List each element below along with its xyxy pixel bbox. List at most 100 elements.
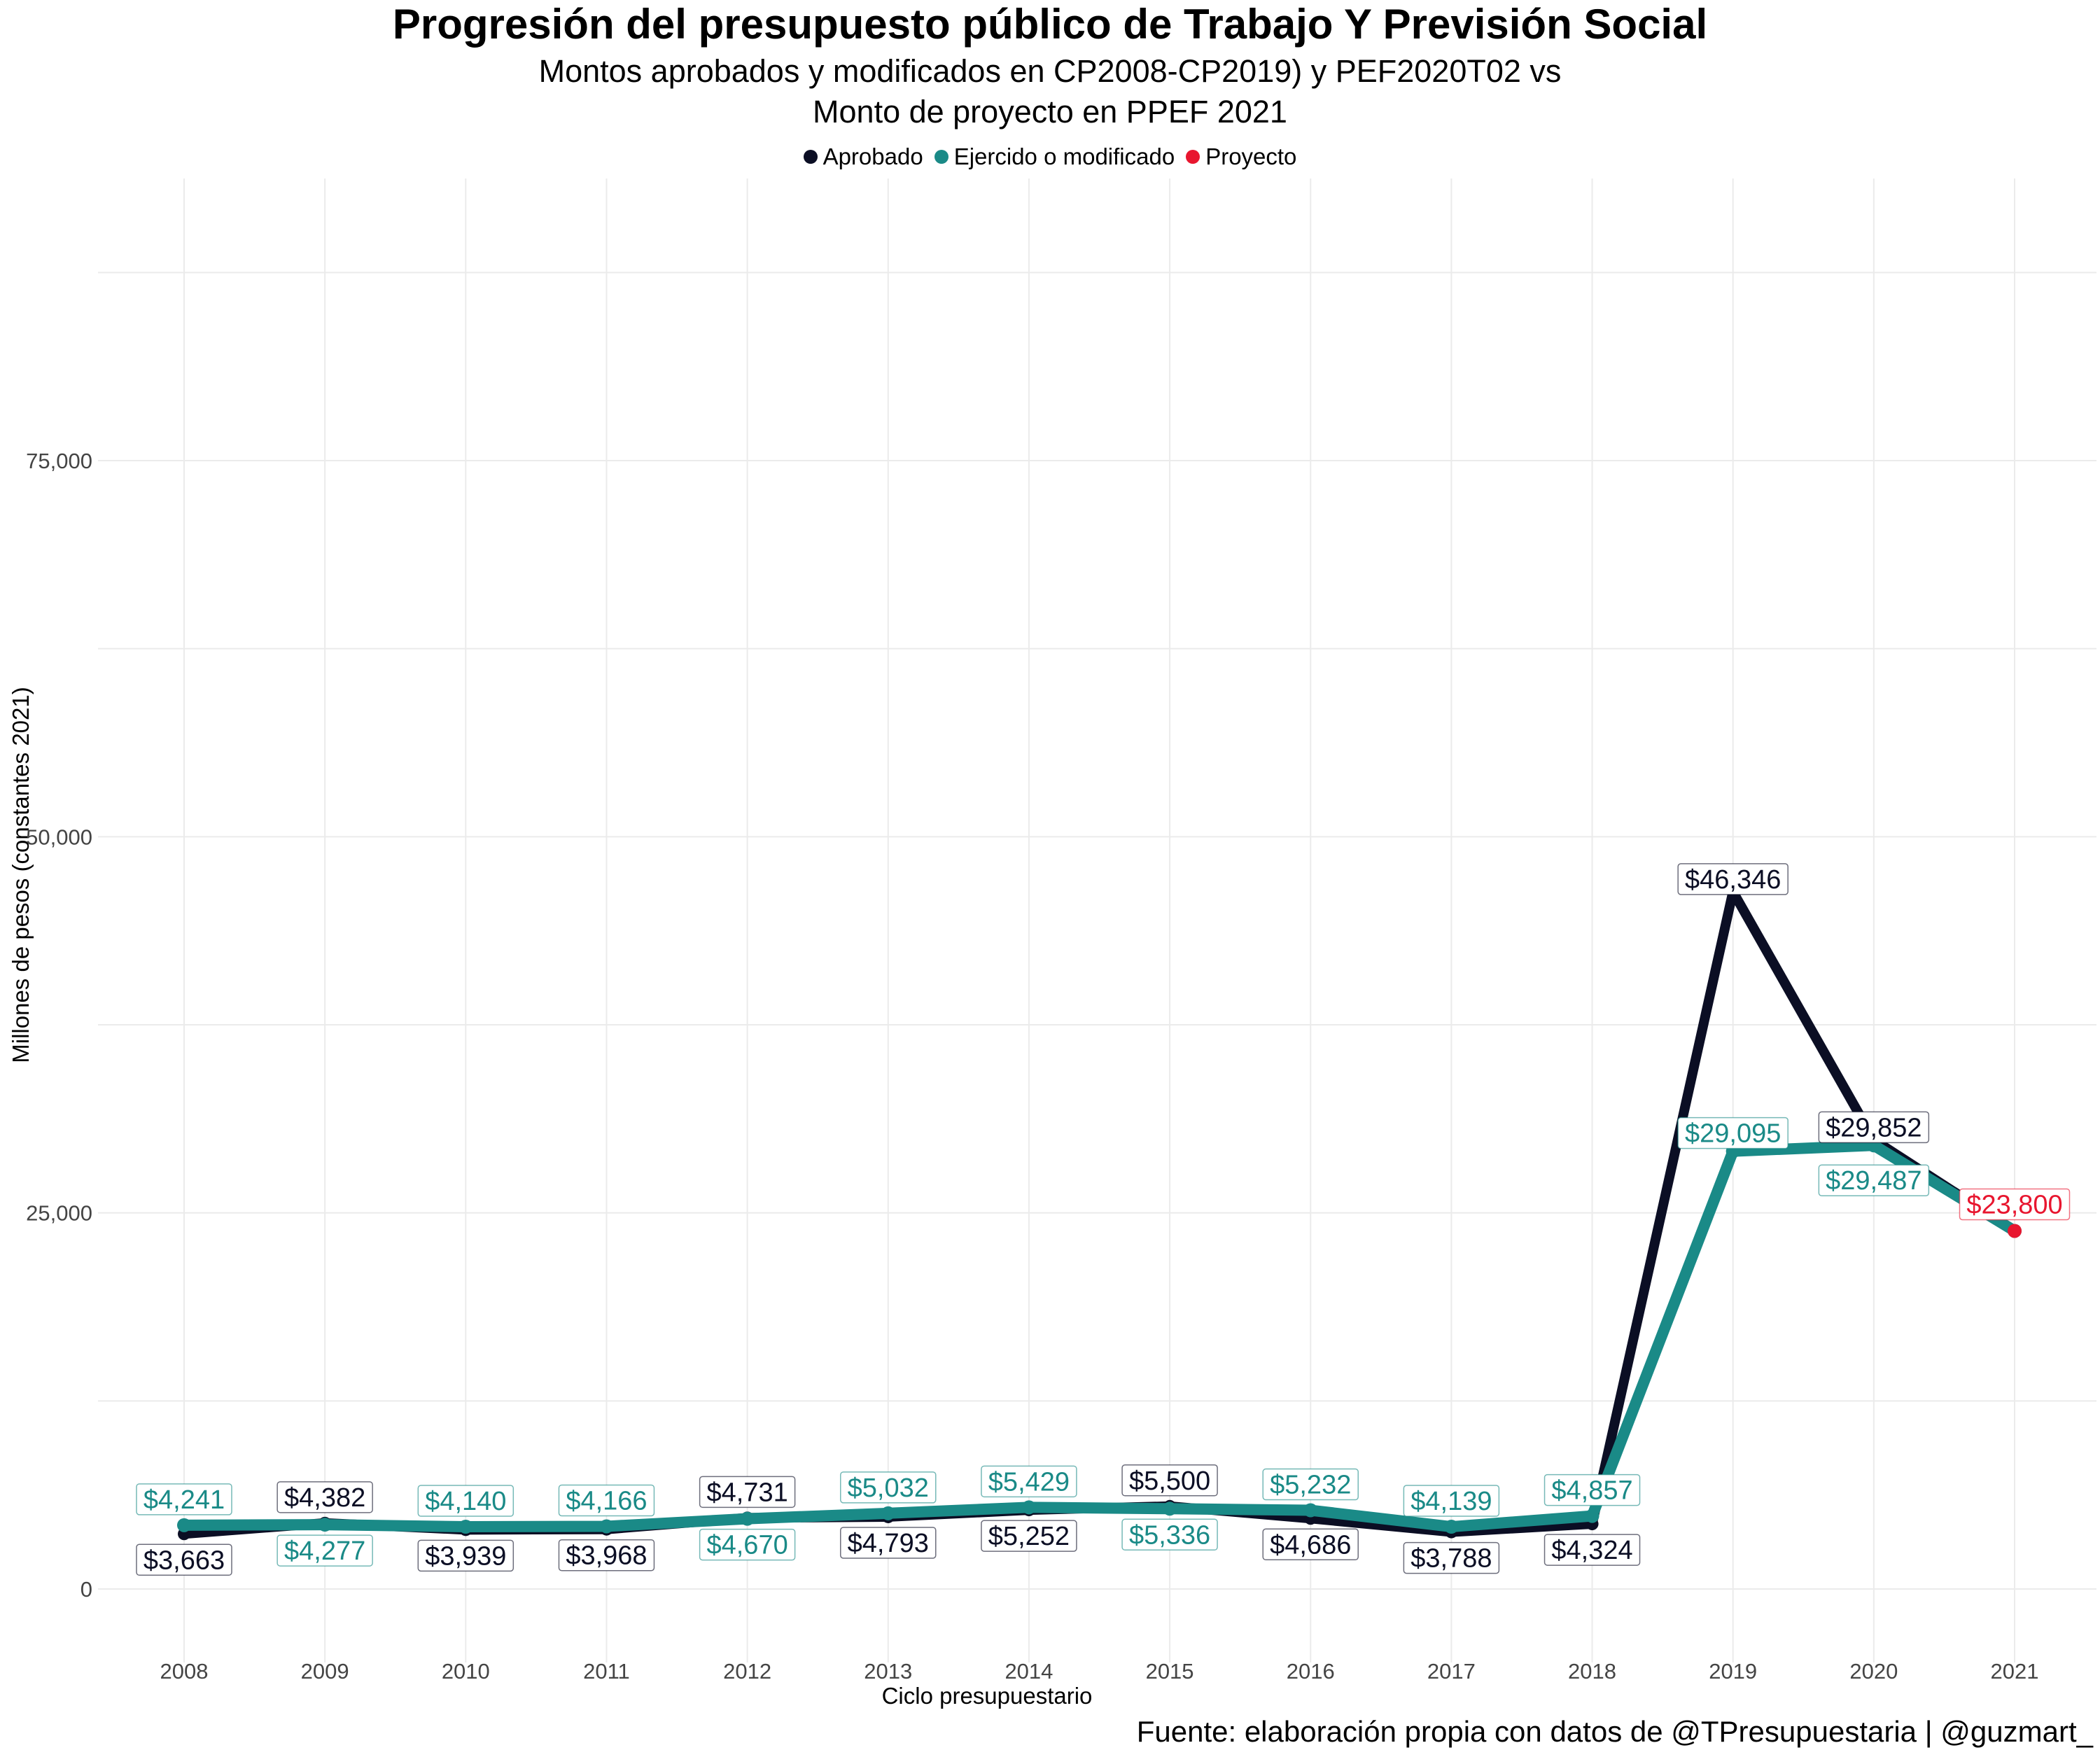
data-label-ejercido-text: $4,277 <box>284 1536 365 1566</box>
data-label-aprobado-box <box>699 1476 796 1508</box>
data-label-ejercido-text: $29,095 <box>1685 1119 1781 1149</box>
data-label-aprobado: $3,968 <box>558 1539 655 1572</box>
data-label-aprobado: $5,500 <box>1121 1464 1218 1497</box>
data-label-aprobado: $3,788 <box>1403 1541 1500 1574</box>
data-label-aprobado-text: $3,968 <box>566 1541 647 1571</box>
data-label-aprobado: $29,852 <box>1818 1111 1930 1144</box>
data-label-ejercido: $4,140 <box>417 1485 514 1517</box>
data-label-aprobado-box <box>1121 1464 1218 1497</box>
data-label-aprobado: $3,663 <box>136 1544 232 1576</box>
series-point-1 <box>599 1519 614 1534</box>
data-label-ejercido: $5,336 <box>1121 1518 1218 1551</box>
x-tick-label: 2011 <box>583 1659 630 1684</box>
x-tick-label: 2017 <box>1427 1659 1476 1684</box>
data-label-aprobado-box <box>276 1481 373 1513</box>
data-label-aprobado: $4,731 <box>699 1476 796 1508</box>
y-tick-label: 0 <box>80 1577 92 1602</box>
data-label-aprobado-box <box>1262 1528 1359 1561</box>
data-label-aprobado-box <box>417 1539 514 1572</box>
data-label-aprobado-text: $4,686 <box>1270 1530 1351 1560</box>
data-label-ejercido: $4,241 <box>136 1483 232 1516</box>
series-point-1 <box>458 1520 473 1534</box>
y-tick-label: 25,000 <box>26 1201 92 1226</box>
data-label-ejercido: $5,429 <box>981 1465 1077 1498</box>
data-label-ejercido-box <box>699 1528 796 1561</box>
x-tick-label: 2010 <box>442 1659 490 1684</box>
data-label-proyecto-box <box>1959 1188 2071 1221</box>
x-tick-label: 2018 <box>1568 1659 1616 1684</box>
series-point-1 <box>1444 1520 1459 1534</box>
data-label-aprobado: $3,939 <box>417 1539 514 1572</box>
data-label-aprobado: $4,324 <box>1544 1534 1641 1566</box>
data-label-ejercido-text: $5,429 <box>988 1467 1070 1497</box>
data-label-aprobado-box <box>558 1539 655 1572</box>
data-label-ejercido-text: $29,487 <box>1826 1166 1921 1196</box>
data-label-ejercido-box <box>417 1485 514 1517</box>
data-label-ejercido-box <box>1544 1474 1641 1506</box>
data-label-ejercido-text: $4,140 <box>425 1487 506 1516</box>
data-label-aprobado-text: $4,793 <box>848 1529 929 1558</box>
chart-subtitle-line1: Montos aprobados y modificados en CP2008… <box>538 53 1562 89</box>
x-tick-label: 2014 <box>1004 1659 1053 1684</box>
data-label-aprobado: $5,252 <box>981 1520 1077 1552</box>
data-label-ejercido-text: $5,336 <box>1129 1520 1210 1550</box>
data-label-aprobado-text: $5,252 <box>988 1522 1070 1551</box>
data-label-aprobado-text: $4,382 <box>284 1483 365 1513</box>
data-label-aprobado-box <box>1403 1541 1500 1574</box>
data-label-ejercido-box <box>1121 1518 1218 1551</box>
data-label-ejercido-box <box>276 1534 373 1567</box>
x-tick-label: 2012 <box>723 1659 771 1684</box>
data-label-aprobado-box <box>1544 1534 1641 1566</box>
x-tick-label: 2020 <box>1849 1659 1898 1684</box>
x-tick-label: 2008 <box>160 1659 209 1684</box>
data-label-aprobado-text: $4,731 <box>706 1478 788 1507</box>
data-label-aprobado-text: $3,663 <box>144 1546 225 1575</box>
data-label-aprobado: $4,382 <box>276 1481 373 1513</box>
data-label-ejercido-box <box>136 1483 232 1516</box>
legend-item-aprobado: Aprobado <box>803 144 923 170</box>
data-label-aprobado-text: $4,324 <box>1551 1536 1632 1565</box>
data-label-ejercido: $4,670 <box>699 1528 796 1561</box>
legend-label-aprobado: Aprobado <box>822 144 923 169</box>
x-tick-label: 2013 <box>864 1659 912 1684</box>
legend-item-ejercido: Ejercido o modificado <box>934 144 1175 170</box>
series-point-1 <box>177 1518 191 1532</box>
data-label-proyecto: $23,800 <box>1959 1188 2071 1221</box>
legend-swatch-proyecto <box>1186 150 1200 164</box>
data-label-ejercido-box <box>1677 1116 1788 1149</box>
series-point-1 <box>318 1518 332 1532</box>
data-label-ejercido: $4,277 <box>276 1534 373 1567</box>
data-label-ejercido-box <box>558 1484 655 1517</box>
data-label-aprobado-text: $46,346 <box>1685 865 1781 895</box>
data-label-ejercido: $5,032 <box>840 1471 937 1504</box>
data-label-ejercido-text: $4,670 <box>706 1531 788 1560</box>
data-label-aprobado-box <box>1677 863 1788 895</box>
chart-subtitle-line2: Monto de proyecto en PPEF 2021 <box>813 94 1287 130</box>
data-label-ejercido-box <box>1818 1164 1930 1196</box>
data-label-ejercido-text: $4,241 <box>144 1485 225 1515</box>
legend-swatch-ejercido <box>934 150 948 164</box>
series-point-1 <box>881 1506 895 1520</box>
legend-label-proyecto: Proyecto <box>1205 144 1297 169</box>
data-label-aprobado-box <box>136 1544 232 1576</box>
legend-item-proyecto: Proyecto <box>1186 144 1296 170</box>
data-label-ejercido-text: $4,857 <box>1551 1476 1632 1506</box>
data-label-ejercido: $4,857 <box>1544 1474 1641 1506</box>
data-label-ejercido-box <box>1262 1468 1359 1501</box>
legend-swatch-aprobado <box>803 150 818 164</box>
series-point-1 <box>1585 1508 1600 1523</box>
data-label-aprobado-text: $29,852 <box>1826 1113 1921 1142</box>
x-tick-label: 2015 <box>1146 1659 1194 1684</box>
data-label-aprobado-box <box>1818 1111 1930 1144</box>
data-label-ejercido: $29,095 <box>1677 1116 1788 1149</box>
x-tick-label: 2016 <box>1287 1659 1335 1684</box>
x-tick-label: 2021 <box>1991 1659 2039 1684</box>
data-label-aprobado: $46,346 <box>1677 863 1788 895</box>
y-tick-label: 50,000 <box>26 825 92 849</box>
data-label-aprobado: $4,686 <box>1262 1528 1359 1561</box>
series-point-1 <box>1021 1500 1036 1515</box>
data-label-proyecto-text: $23,800 <box>1966 1190 2062 1219</box>
source-caption: Fuente: elaboración propia con datos de … <box>1136 1715 2093 1748</box>
data-label-ejercido-box <box>981 1465 1077 1498</box>
